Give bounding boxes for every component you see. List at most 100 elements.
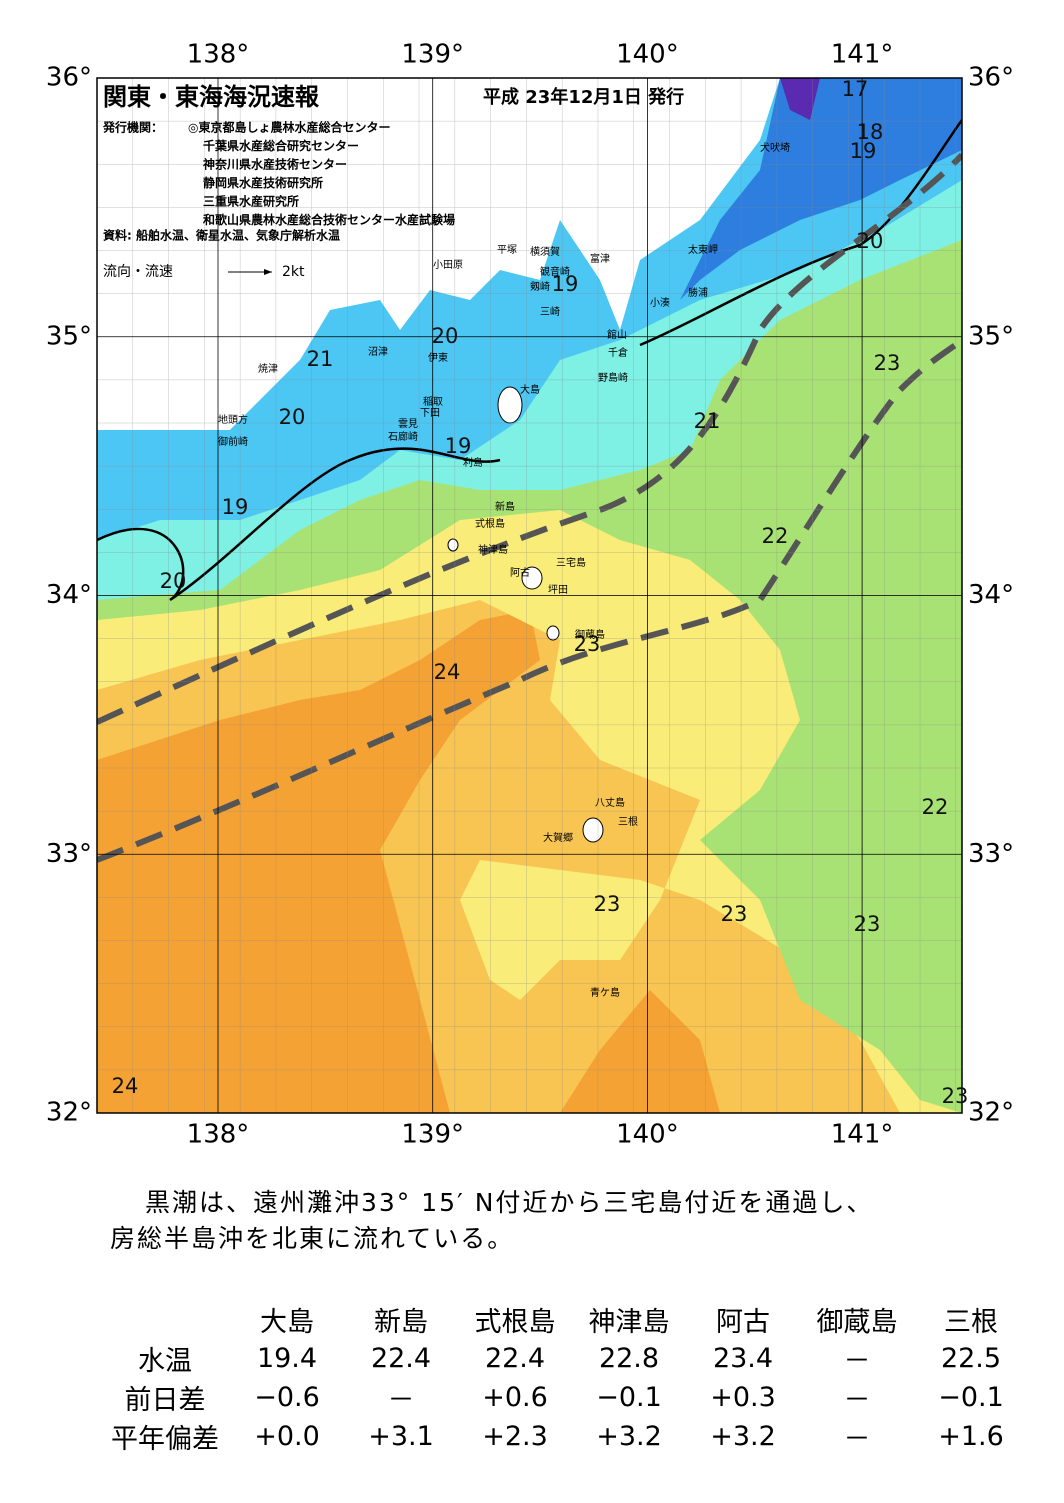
legend-label: 流向・流速 xyxy=(103,264,173,280)
place-name: 小湊 xyxy=(650,296,670,309)
place-name: 地頭方 xyxy=(218,413,248,426)
place-name: 大島 xyxy=(520,383,540,396)
place-name: 神津島 xyxy=(478,543,508,556)
cell: 22.8 xyxy=(598,1343,660,1374)
cell: +3.1 xyxy=(368,1421,434,1452)
cell: 22.4 xyxy=(484,1343,546,1374)
publisher: 和歌山県農林水産総合技術センター水産試験場 xyxy=(202,212,455,227)
contour-label: 22 xyxy=(922,795,949,819)
lat-label: 33° xyxy=(968,839,1014,869)
place-name: 伊東 xyxy=(428,351,448,364)
description: 房総半島沖を北東に流れている。 xyxy=(110,1224,515,1253)
issue-date: 平成 23年12月1日 発行 xyxy=(483,86,684,108)
column-header: 神津島 xyxy=(588,1307,670,1338)
place-name: 小田原 xyxy=(433,259,463,271)
publisher: ◎東京都島しょ農林水産総合センター xyxy=(188,120,390,135)
contour-label: 23 xyxy=(594,892,621,916)
row-label: 水温 xyxy=(138,1346,192,1377)
source: 資料: 船舶水温、衛星水温、気象庁解析水温 xyxy=(103,228,340,243)
cell: +1.6 xyxy=(938,1421,1004,1452)
place-name: 観音崎 xyxy=(540,265,570,278)
place-name: 御蔵島 xyxy=(575,628,605,641)
cell: +3.2 xyxy=(710,1421,776,1452)
map-title: 関東・東海海況速報 xyxy=(103,83,320,111)
place-name: 青ケ島 xyxy=(590,986,620,999)
place-name: 富津 xyxy=(590,252,610,265)
place-name: 勝浦 xyxy=(688,286,708,299)
contour-label: 17 xyxy=(842,77,869,101)
cell: － xyxy=(387,1385,415,1416)
place-name: 千倉 xyxy=(608,346,628,359)
place-name: 八丈島 xyxy=(595,796,625,809)
row-label: 前日差 xyxy=(124,1385,206,1416)
place-name: 式根島 xyxy=(475,517,505,530)
place-name: 野島崎 xyxy=(598,371,628,384)
table-row: 前日差 −0.6 － +0.6 −0.1 +0.3 － −0.1 xyxy=(100,1378,1028,1417)
place-name: 太東岬 xyxy=(688,243,718,256)
contour-label: 23 xyxy=(574,632,601,656)
contour-label: 18 xyxy=(857,120,884,144)
contour-label: 20 xyxy=(279,405,306,429)
lon-label: 141° xyxy=(831,1120,894,1150)
cell: −0.1 xyxy=(938,1382,1004,1413)
place-name: 雲見 xyxy=(398,418,418,430)
contour-label: 20 xyxy=(857,229,884,253)
place-name: 利島 xyxy=(463,456,483,469)
cell: － xyxy=(843,1385,871,1416)
column-header: 大島 xyxy=(260,1307,314,1338)
column-header: 新島 xyxy=(374,1307,428,1338)
place-name: 剱崎 xyxy=(530,280,550,293)
table-row: 水温 19.4 22.4 22.4 22.8 23.4 － 22.5 xyxy=(100,1339,1028,1378)
place-name: 阿古 xyxy=(510,566,530,579)
publisher: 静岡県水産技術研究所 xyxy=(203,175,323,190)
cell: +2.3 xyxy=(482,1421,548,1452)
place-name: 焼津 xyxy=(258,363,278,375)
place-name: 三宅島 xyxy=(556,556,586,569)
cell: 22.4 xyxy=(370,1343,432,1374)
lat-label: 32° xyxy=(46,1098,92,1128)
place-name: 坪田 xyxy=(548,583,568,596)
lat-label: 36° xyxy=(46,63,92,93)
contour-label: 20 xyxy=(160,569,187,593)
cell: +3.2 xyxy=(596,1421,662,1452)
contour-label: 19 xyxy=(222,495,249,519)
lat-label: 32° xyxy=(968,1098,1014,1128)
place-name: 館山 xyxy=(607,328,627,341)
contour-label: 21 xyxy=(694,409,721,433)
place-name: 平塚 xyxy=(497,244,517,256)
row-label: 平年偏差 xyxy=(111,1424,219,1455)
column-header: 式根島 xyxy=(474,1307,556,1338)
lon-label: 139° xyxy=(401,40,464,70)
lat-label: 35° xyxy=(46,321,92,351)
contour-label: 19 xyxy=(850,139,877,163)
lon-label: 140° xyxy=(616,40,679,70)
description: 黒潮は、遠州灘沖33° 15′ N付近から三宅島付近を通過し、 xyxy=(145,1188,874,1217)
cell: 19.4 xyxy=(256,1343,318,1374)
place-name: 稲取 xyxy=(423,396,443,408)
contour-label: 24 xyxy=(112,1074,139,1098)
contour-label: 23 xyxy=(854,912,881,936)
cell: － xyxy=(843,1346,871,1377)
lat-label: 36° xyxy=(968,63,1014,93)
column-header: 御蔵島 xyxy=(816,1307,898,1338)
contour-label: 22 xyxy=(762,524,789,548)
place-name: 大賀郷 xyxy=(543,831,573,844)
lat-label: 34° xyxy=(46,580,92,610)
contour-label: 24 xyxy=(434,660,461,684)
publisher-label: 発行機関： xyxy=(102,120,163,135)
lat-label: 35° xyxy=(968,321,1014,351)
lon-label: 140° xyxy=(616,1120,679,1150)
place-name: 下田 xyxy=(420,408,440,419)
contour-label: 21 xyxy=(307,347,334,371)
place-name: 三根 xyxy=(618,815,638,828)
place-name: 石廊崎 xyxy=(388,430,418,443)
lon-label: 138° xyxy=(187,40,250,70)
legend-speed: 2kt xyxy=(282,264,305,280)
lat-label: 33° xyxy=(46,839,92,869)
place-name: 沼津 xyxy=(368,345,388,358)
lon-label: 138° xyxy=(187,1120,250,1150)
place-name: 三崎 xyxy=(540,305,560,318)
cell: −0.1 xyxy=(596,1382,662,1413)
table-row: 平年偏差 +0.0 +3.1 +2.3 +3.2 +3.2 － +1.6 xyxy=(100,1417,1028,1456)
